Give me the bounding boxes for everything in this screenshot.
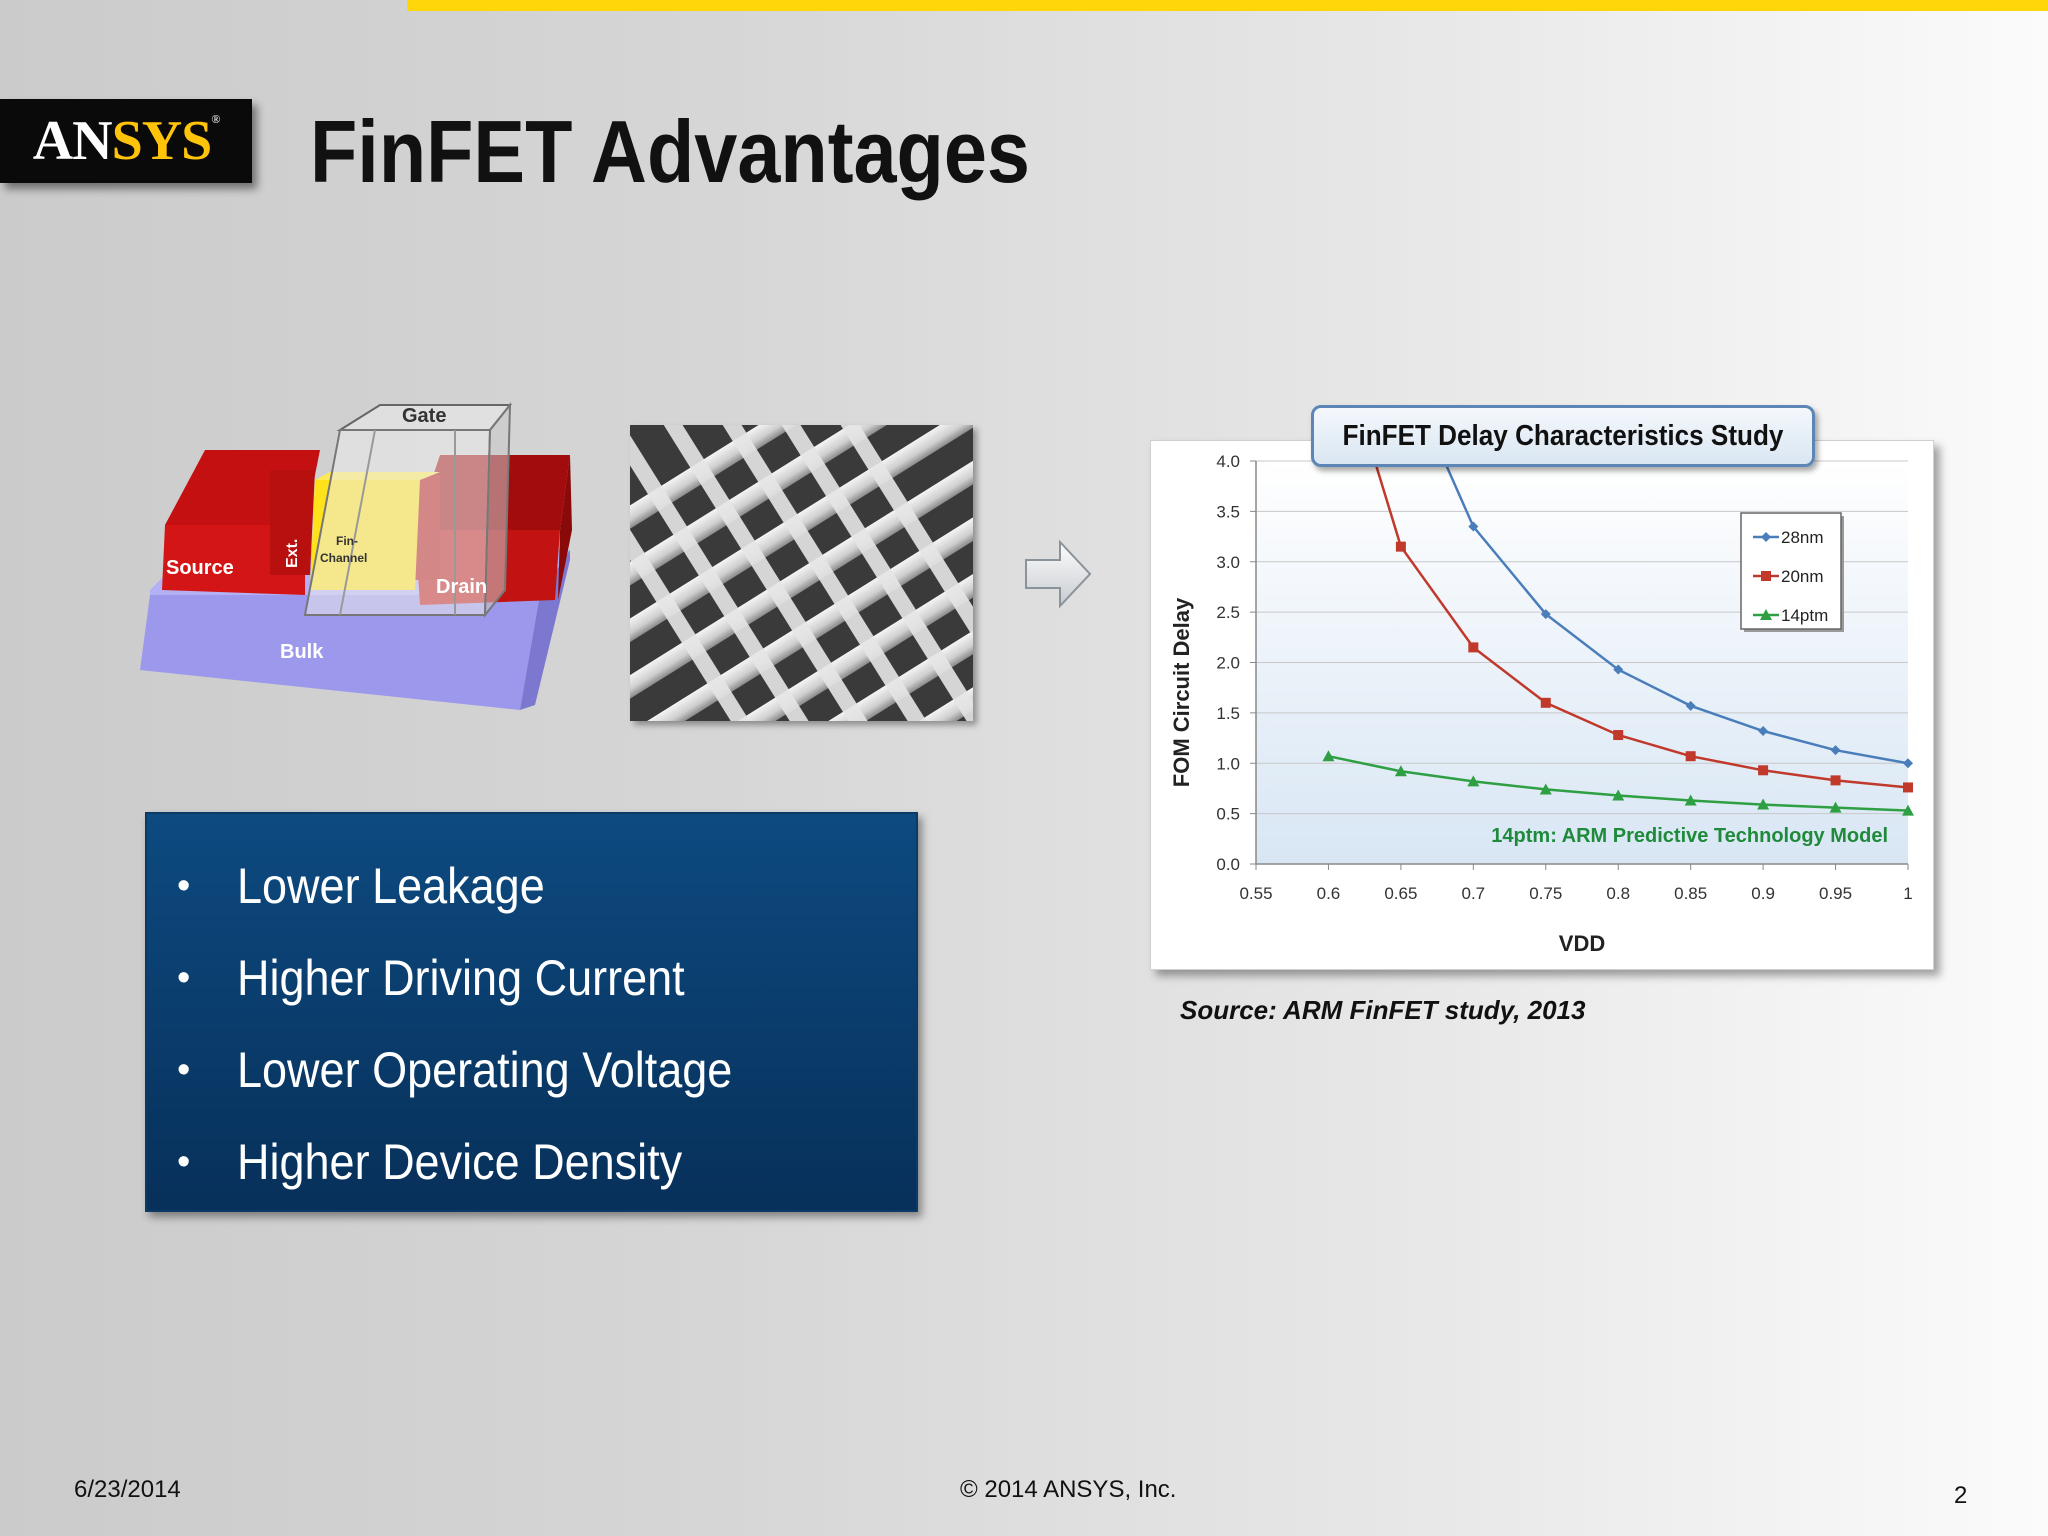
data-point-20nm: [1468, 642, 1479, 653]
bullet-dot: •: [177, 1141, 191, 1183]
x-tick-label: 0.75: [1529, 884, 1562, 903]
x-tick-label: 0.95: [1819, 884, 1852, 903]
x-tick-label: 0.6: [1317, 884, 1341, 903]
data-point-20nm: [1830, 775, 1841, 786]
legend-marker: [1761, 532, 1771, 542]
x-tick-label: 0.85: [1674, 884, 1707, 903]
bullet-dot: •: [177, 957, 191, 999]
data-point-28nm: [1540, 609, 1551, 620]
arrow-right-icon: [1025, 539, 1092, 609]
data-point-28nm: [1468, 521, 1479, 532]
legend-label: 14ptm: [1781, 606, 1828, 625]
fin-channel-label-2: Channel: [320, 551, 367, 565]
footer-date: 6/23/2014: [74, 1476, 181, 1503]
y-tick-label: 3.0: [1216, 553, 1240, 572]
ext-label: Ext.: [284, 539, 301, 568]
delay-chart: 0.0 0.5 1.0 1.5 2.0 2.5 3.0 3.5 4.0 0.55 0.6 0.65 0.…: [1150, 440, 1934, 970]
data-point-20nm: [1903, 782, 1913, 793]
source-note: Source: ARM FinFET study, 2013: [1180, 995, 1586, 1025]
data-point-20nm: [1758, 765, 1769, 776]
x-tick-label: 0.55: [1239, 884, 1272, 903]
data-point-14ptm: [1684, 794, 1697, 806]
chart-annotation: 14ptm: ARM Predictive Technology Model: [1491, 825, 1888, 847]
data-point-20nm: [1540, 697, 1551, 708]
bullet-dot: •: [177, 1049, 191, 1091]
legend-marker: [1760, 609, 1772, 620]
data-point-28nm: [1758, 726, 1769, 737]
data-point-28nm: [1685, 700, 1696, 711]
y-tick-label: 1.0: [1216, 754, 1240, 773]
series-line-28nm: [1443, 460, 1909, 765]
y-tick-label: 4.0: [1216, 452, 1240, 471]
bullet-dot: •: [177, 865, 191, 907]
page-number: 2: [1954, 1482, 1968, 1509]
x-tick-label: 0.7: [1462, 884, 1486, 903]
legend: [1740, 512, 1842, 630]
data-point-14ptm: [1612, 789, 1625, 801]
data-point-28nm: [1903, 758, 1913, 769]
data-point-14ptm: [1539, 783, 1552, 795]
data-point-28nm: [1613, 664, 1624, 675]
y-axis-label: FOM Circuit Delay: [1169, 597, 1194, 787]
data-point-14ptm: [1467, 775, 1480, 787]
x-tick-label: 0.9: [1751, 884, 1775, 903]
list-item: • Higher Driving Current: [147, 932, 916, 1024]
sem-micrograph-image: [630, 425, 973, 721]
source-label: Source: [166, 557, 234, 579]
data-point-20nm: [1395, 541, 1406, 552]
footer-copyright: © 2014 ANSYS, Inc.: [960, 1476, 1177, 1503]
x-tick-label: 0.8: [1606, 884, 1630, 903]
ansys-logo: ANSYS®: [0, 99, 252, 183]
bulk-label: Bulk: [280, 641, 324, 663]
data-point-14ptm: [1902, 804, 1914, 816]
x-tick-label: 0.65: [1384, 884, 1417, 903]
drain-label: Drain: [436, 576, 487, 598]
chart-title: FinFET Delay Characteristics Study: [1311, 405, 1815, 467]
y-tick-label: 3.5: [1216, 502, 1240, 521]
legend-label: 20nm: [1781, 567, 1824, 586]
y-tick-label: 0.0: [1216, 855, 1240, 874]
legend-label: 28nm: [1781, 528, 1824, 547]
data-point-28nm: [1830, 745, 1841, 756]
data-point-20nm: [1685, 751, 1696, 762]
slide-title: FinFET Advantages: [310, 102, 1030, 201]
chart-plot: 0.0 0.5 1.0 1.5 2.0 2.5 3.0 3.5 4.0 0.55 0.6 0.65 0.…: [1169, 452, 1914, 956]
data-point-14ptm: [1322, 750, 1335, 762]
top-accent-bar: [407, 0, 2048, 11]
gate-label: Gate: [402, 405, 446, 427]
fin-channel-label-1: Fin-: [336, 534, 358, 548]
list-item: • Higher Device Density: [147, 1116, 916, 1208]
list-item: • Lower Leakage: [147, 840, 916, 932]
y-tick-label: 0.5: [1216, 805, 1240, 824]
legend-marker: [1761, 571, 1771, 581]
list-item: • Lower Operating Voltage: [147, 1024, 916, 1116]
data-point-20nm: [1613, 730, 1624, 741]
y-tick-label: 2.5: [1216, 603, 1240, 622]
x-axis-label: VDD: [1559, 931, 1605, 956]
x-tick-label: 1: [1903, 884, 1912, 903]
advantages-list-box: • Lower Leakage • Higher Driving Current •…: [145, 812, 918, 1212]
data-point-14ptm: [1394, 765, 1407, 777]
y-tick-label: 2.0: [1216, 654, 1240, 673]
y-tick-label: 1.5: [1216, 704, 1240, 723]
finfet-diagram: Gate Source Ext. Fin- Channel Drain Bulk: [140, 402, 572, 710]
data-point-14ptm: [1757, 798, 1770, 810]
data-point-14ptm: [1829, 801, 1842, 813]
